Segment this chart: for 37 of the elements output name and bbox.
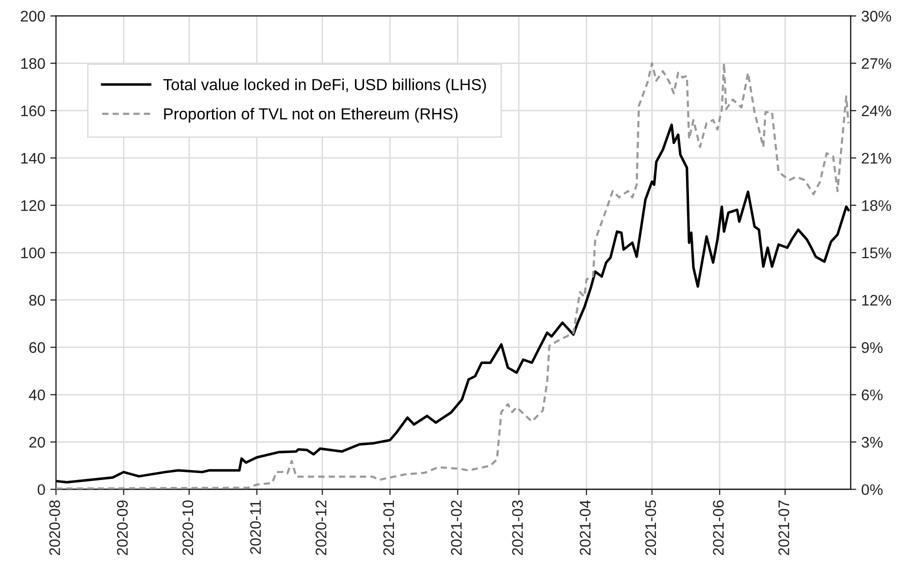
y-tick-label: 180 (21, 58, 45, 69)
x-tick-label: 2021-04 (580, 500, 591, 556)
y2-tick-label: 6% (862, 390, 883, 400)
y-tick-label: 60 (29, 342, 45, 354)
x-tick-label: 2020-10 (182, 500, 194, 556)
y2-tick-label: 3% (862, 436, 883, 448)
y-tick-label: 0 (38, 484, 45, 496)
y2-tick-label: 30% (862, 10, 892, 22)
x-tick-label: 2021-05 (645, 500, 656, 556)
x-tick-label: 2021-07 (778, 500, 790, 556)
x-tick-label: 2020-11 (250, 500, 261, 554)
y2-tick-label: 18% (862, 200, 892, 211)
y2-tick-label: 15% (862, 248, 892, 258)
x-tick-label: 2020-12 (316, 500, 326, 556)
x-tick-label: 2021-03 (512, 500, 523, 556)
y-tick-label: 200 (20, 10, 45, 22)
y2-tick-label: 27% (862, 58, 892, 69)
x-tick-label: 2021-06 (712, 500, 724, 556)
x-tick-label: 2020-08 (49, 500, 60, 556)
y-tick-label: 140 (21, 152, 45, 164)
y-tick-label: 160 (21, 105, 45, 116)
x-tick-label: 2021-01 (383, 500, 394, 556)
y-tick-label: 120 (21, 200, 45, 211)
line-series (56, 124, 850, 484)
y-tick-label: 40 (28, 390, 45, 400)
legend-label: Total value locked in DeFi, USD billions (LHS) (163, 78, 486, 94)
y2-tick-label: 21% (862, 152, 892, 164)
y2-tick-label: 24% (862, 105, 892, 116)
y2-tick-label: 9% (862, 342, 883, 354)
legend-label: Proportion of TVL not on Ethereum (RHS) (164, 108, 458, 123)
y2-tick-label: 0% (862, 484, 883, 496)
y-tick-label: 100 (21, 248, 45, 258)
x-tick-label: 2021-02 (450, 500, 462, 556)
y-tick-label: 20 (29, 436, 45, 448)
y-tick-label: 80 (29, 294, 45, 306)
x-tick-label: 2020-09 (116, 500, 128, 556)
y2-tick-label: 12% (862, 294, 892, 306)
